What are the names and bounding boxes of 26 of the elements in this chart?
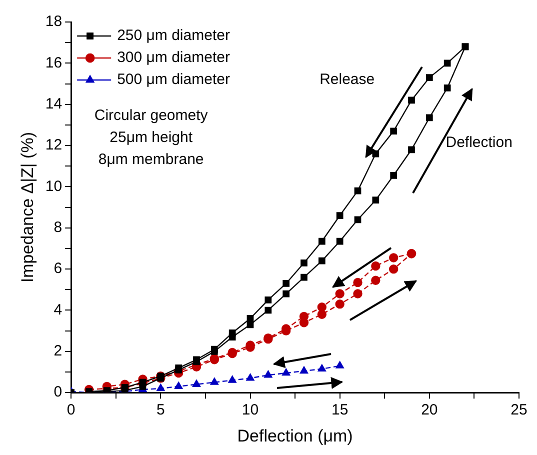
x-axis-title: Deflection (μm) <box>237 426 353 446</box>
legend-label: 250 μm diameter <box>117 27 230 44</box>
x-tick-label: 5 <box>156 402 165 419</box>
y-axis-title: Impedance Δ|Z| (%) <box>18 132 37 283</box>
x-tick-label: 20 <box>421 402 438 419</box>
y-tick-label: 0 <box>54 384 62 401</box>
annotation: 8μm membrane <box>98 151 204 168</box>
y-tick-label: 8 <box>54 219 62 236</box>
y-tick-label: 12 <box>45 136 62 154</box>
y-tick-label: 14 <box>45 95 62 112</box>
y-tick-label: 18 <box>45 13 62 30</box>
y-tick-label: 2 <box>54 342 62 360</box>
annotation: Release <box>320 71 375 88</box>
annotation: 25μm height <box>110 129 194 146</box>
x-tick-label: 0 <box>66 402 76 419</box>
annotation: Deflection <box>446 134 512 152</box>
y-tick-label: 4 <box>54 301 62 318</box>
x-tick-label: 15 <box>331 402 348 419</box>
y-tick-label: 16 <box>45 54 62 72</box>
y-tick-label: 10 <box>45 178 62 195</box>
x-tick-label: 25 <box>510 402 528 419</box>
x-tick-label: 10 <box>242 402 259 419</box>
legend-label: 300 μm diameter <box>117 49 230 66</box>
annotation: Circular geomety <box>94 107 208 124</box>
legend-label: 500 μm diameter <box>117 71 230 88</box>
y-tick-label: 6 <box>54 260 62 278</box>
